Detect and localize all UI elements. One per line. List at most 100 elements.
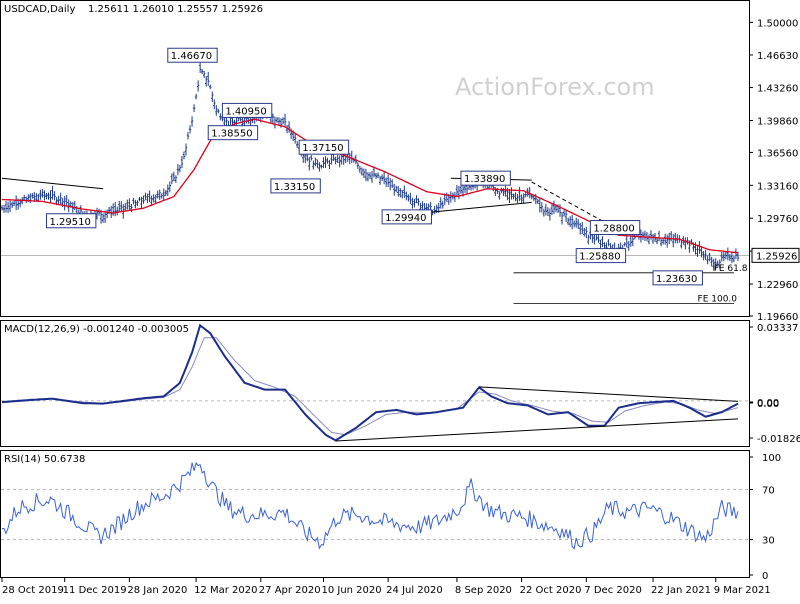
price-annotation-label: 1.46670 [167,47,218,63]
price-bar [109,205,113,219]
price-bar [176,164,180,176]
price-bar [196,80,200,92]
price-bar [53,191,56,201]
price-bar [219,113,222,121]
price-bar [728,254,732,262]
price-bar [552,200,556,214]
price-bar [659,238,663,247]
annotation-box [45,213,97,229]
price-y-tick-label: 1.19660 [757,312,798,323]
price-bar [223,117,226,127]
price-bar [686,237,689,245]
price-annotation-label: 1.33150 [270,178,321,194]
price-bar [35,192,38,202]
price-bar [148,190,151,202]
x-tick-label: 12 Mar 2020 [194,585,257,596]
price-bar [522,193,525,204]
price-bar [696,246,699,257]
price-bar [312,160,315,170]
annotation-text: 1.40950 [225,106,266,117]
price-bar [587,234,590,245]
fe-label: FE 61.8 [714,264,748,274]
annotation-text: 1.28800 [593,224,634,235]
price-annotation-label: 1.28800 [589,220,641,236]
annotation-text: 1.33890 [464,174,505,185]
price-bar [585,226,588,239]
price-bar [581,221,584,235]
price-bar [328,159,331,169]
price-bar [49,190,52,203]
price-bar [704,249,707,261]
price-bar [174,175,178,183]
price-bar [47,192,50,200]
price-bar [601,236,604,248]
price-y-axis: 1.50000 1.46630 1.43260 1.39860 1.36560 1.331… [749,18,800,323]
price-bar [562,210,566,217]
price-bar [568,216,572,228]
price-bar [356,162,360,170]
price-bar [572,220,576,228]
price-bar [520,194,523,203]
price-bar [378,176,382,185]
price-bar [518,186,521,202]
price-bar [164,189,167,197]
price-bar [211,91,214,102]
price-bar [514,192,517,202]
price-bar [156,190,159,199]
price-bar [625,234,628,248]
price-bar [136,200,139,207]
price-bar [101,213,105,223]
price-bar [126,199,129,210]
price-bar [407,194,410,202]
price-bar [540,202,544,213]
price-bar [308,156,311,171]
price-bar [550,204,554,216]
price-bar [649,230,653,240]
price-bar [558,204,562,217]
rsi-series-lines [1,461,739,550]
price-bar [655,237,659,245]
price-bar [651,233,655,244]
price-bar [281,117,285,125]
price-annotations: 1.46670 1.40950 1.38550 1.37150 1.33150 1.295… [45,47,748,305]
price-bar [180,155,184,168]
price-bar [504,185,507,197]
macd-panel-frame [0,320,750,447]
macd-y-tick-label: 0.00 [757,399,779,410]
price-bar [209,84,212,90]
price-bar [544,203,548,216]
price-bar [23,194,26,201]
price-bar [720,251,723,262]
price-bar [142,195,145,204]
price-bar [459,184,463,194]
price-y-tick-label: 1.36560 [757,148,798,159]
price-bar [597,235,600,243]
last-price-text: 1.25926 [756,251,797,262]
price-bar [516,193,519,204]
price-bar [322,157,325,168]
price-bar [409,192,412,205]
price-bar [336,154,339,163]
price-bar [283,113,287,127]
price-bar [411,197,414,209]
x-tick-label: 7 Dec 2020 [584,585,642,596]
price-annotation-label: 1.37150 [298,139,350,155]
annotation-box [221,102,273,118]
price-bar [706,255,709,265]
price-bar [182,151,186,160]
price-bar [10,201,14,209]
price-bar [372,166,376,178]
price-trendline [531,181,613,228]
price-bar [318,162,321,172]
price-y-tick-label: 1.39860 [757,116,798,127]
annotation-text: 1.37150 [302,143,343,154]
price-bar [112,203,115,216]
x-tick-label: 11 Dec 2019 [63,585,127,596]
price-bar [184,143,188,156]
annotation-text: 1.29510 [49,217,90,228]
price-bar [33,191,36,202]
price-annotation-label: 1.29510 [45,213,97,229]
x-tick-label: 28 Jan 2020 [127,585,187,596]
price-bar [134,199,137,209]
price-bar [166,184,169,196]
